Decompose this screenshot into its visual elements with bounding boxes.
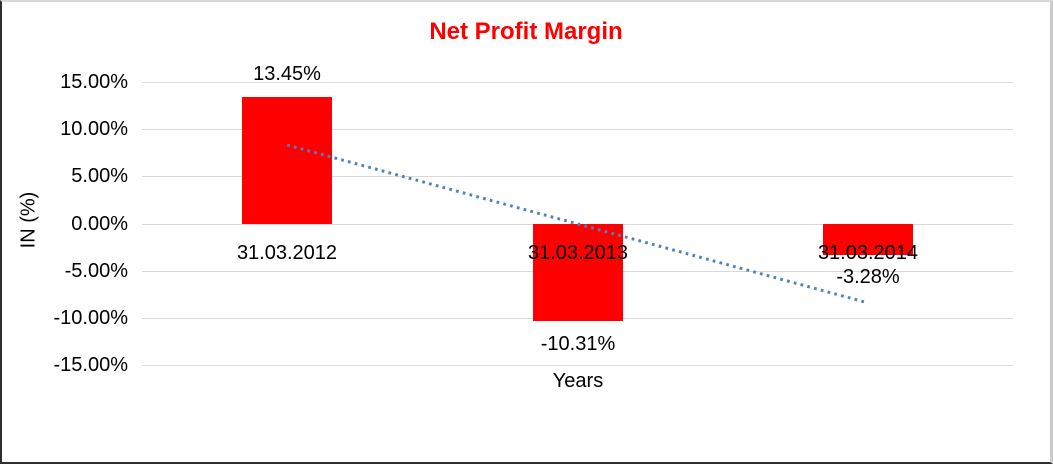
category-label: 31.03.2013 bbox=[527, 242, 629, 264]
data-label: 13.45% bbox=[253, 63, 321, 85]
y-axis-tick-label: -10.00% bbox=[53, 307, 129, 329]
y-axis-tick-label: -15.00% bbox=[53, 354, 129, 376]
y-axis-tick-label: 15.00% bbox=[60, 71, 128, 93]
chart-title: Net Profit Margin bbox=[429, 18, 623, 45]
gridline bbox=[142, 129, 1013, 130]
gridline bbox=[142, 82, 1013, 83]
bar-31.03.2013[interactable] bbox=[533, 224, 623, 321]
y-axis-tick-label: 10.00% bbox=[60, 118, 128, 140]
bar-31.03.2012[interactable] bbox=[242, 97, 332, 224]
category-label: 31.03.2014 bbox=[817, 242, 919, 264]
data-label: -10.31% bbox=[540, 333, 616, 355]
y-axis-tick-label: -5.00% bbox=[64, 260, 128, 282]
x-axis-title: Years bbox=[552, 370, 604, 392]
data-label: -3.28% bbox=[836, 266, 900, 288]
category-label: 31.03.2012 bbox=[236, 242, 338, 264]
gridline bbox=[142, 365, 1013, 366]
y-axis-tick-label: 0.00% bbox=[71, 213, 128, 235]
y-axis-tick-label: 5.00% bbox=[71, 165, 128, 187]
